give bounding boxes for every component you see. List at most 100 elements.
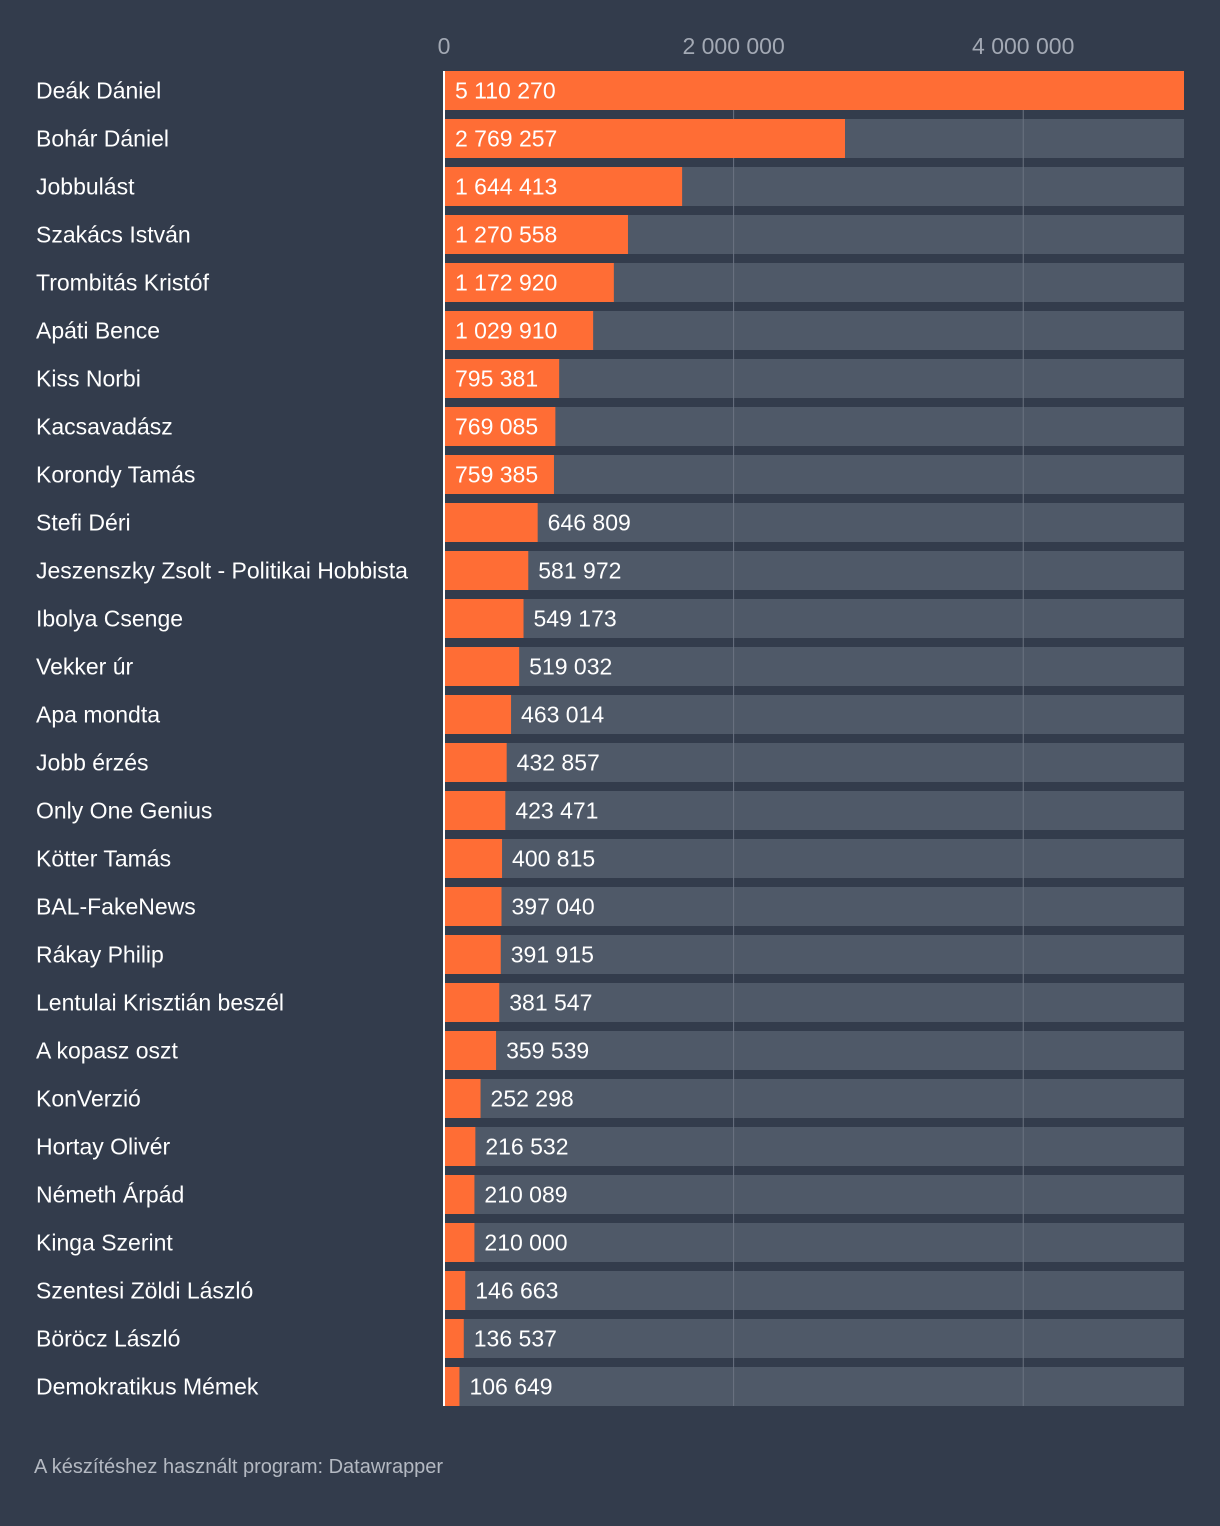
bar bbox=[444, 1127, 476, 1166]
value-label: 432 857 bbox=[517, 750, 600, 776]
bar bbox=[444, 1271, 466, 1310]
value-label: 1 270 558 bbox=[455, 222, 557, 248]
footer-credit: A készítéshez használt program: Datawrap… bbox=[34, 1456, 444, 1478]
bar bbox=[444, 407, 556, 446]
value-label: 397 040 bbox=[511, 894, 594, 920]
bar bbox=[444, 695, 512, 734]
bar-track bbox=[444, 1031, 1184, 1070]
value-label: 252 298 bbox=[491, 1086, 574, 1112]
value-label: 5 110 270 bbox=[455, 78, 556, 104]
category-label: Jobbulást bbox=[36, 174, 135, 200]
bar bbox=[444, 839, 503, 878]
bar-track bbox=[444, 647, 1184, 686]
value-label: 106 649 bbox=[469, 1374, 552, 1400]
bar bbox=[444, 743, 507, 782]
bar-track bbox=[444, 887, 1184, 926]
category-label: Apa mondta bbox=[36, 702, 160, 728]
category-label: Kacsavadász bbox=[36, 414, 173, 440]
value-label: 400 815 bbox=[512, 846, 595, 872]
bar bbox=[444, 311, 594, 350]
bar-track bbox=[444, 839, 1184, 878]
bar-track bbox=[444, 1319, 1184, 1358]
bar-track bbox=[444, 1223, 1184, 1262]
bar bbox=[444, 455, 554, 494]
bar bbox=[444, 983, 500, 1022]
category-label: Szakács István bbox=[36, 222, 191, 248]
bar bbox=[444, 1175, 475, 1214]
bar bbox=[444, 167, 683, 206]
category-label: Kiss Norbi bbox=[36, 366, 141, 392]
category-label: Kötter Tamás bbox=[36, 846, 171, 872]
bar-track bbox=[444, 1367, 1184, 1406]
category-label: Jeszenszky Zsolt - Politikai Hobbista bbox=[36, 558, 408, 584]
value-label: 391 915 bbox=[511, 942, 594, 968]
value-label: 423 471 bbox=[515, 798, 598, 824]
category-label: Kinga Szerint bbox=[36, 1230, 173, 1256]
bar-track bbox=[444, 1175, 1184, 1214]
bar bbox=[444, 1079, 481, 1118]
category-label: Stefi Déri bbox=[36, 510, 131, 536]
bar-track bbox=[444, 599, 1184, 638]
bar bbox=[444, 215, 628, 254]
category-label: Ibolya Csenge bbox=[36, 606, 183, 632]
bar bbox=[444, 503, 538, 542]
value-label: 1 172 920 bbox=[455, 270, 557, 296]
bar-track bbox=[444, 503, 1184, 542]
bar bbox=[444, 599, 524, 638]
bar-track bbox=[444, 359, 1184, 398]
category-label: Vekker úr bbox=[36, 654, 133, 680]
value-label: 795 381 bbox=[455, 366, 538, 392]
category-label: A kopasz oszt bbox=[36, 1038, 179, 1064]
bar bbox=[444, 263, 614, 302]
bar-track bbox=[444, 407, 1184, 446]
category-label: KonVerzió bbox=[36, 1086, 141, 1112]
bar bbox=[444, 935, 501, 974]
value-label: 581 972 bbox=[538, 558, 621, 584]
value-label: 216 532 bbox=[485, 1134, 568, 1160]
value-label: 463 014 bbox=[521, 702, 604, 728]
bar bbox=[444, 119, 846, 158]
bar-track bbox=[444, 791, 1184, 830]
bar-track bbox=[444, 1079, 1184, 1118]
category-label: Deák Dániel bbox=[36, 78, 161, 104]
value-label: 210 000 bbox=[484, 1230, 567, 1256]
bar-track bbox=[444, 455, 1184, 494]
value-label: 146 663 bbox=[475, 1278, 558, 1304]
category-label: Böröcz László bbox=[36, 1326, 180, 1352]
bar-track bbox=[444, 935, 1184, 974]
category-label: Jobb érzés bbox=[36, 750, 149, 776]
value-label: 1 644 413 bbox=[455, 174, 557, 200]
value-label: 1 029 910 bbox=[455, 318, 557, 344]
value-label: 359 539 bbox=[506, 1038, 589, 1064]
bar bbox=[444, 551, 529, 590]
category-label: Rákay Philip bbox=[36, 942, 164, 968]
category-label: Demokratikus Mémek bbox=[36, 1374, 259, 1400]
value-label: 759 385 bbox=[455, 462, 538, 488]
value-label: 519 032 bbox=[529, 654, 612, 680]
category-label: BAL-FakeNews bbox=[36, 894, 196, 920]
bar bbox=[444, 1223, 475, 1262]
category-label: Lentulai Krisztián beszél bbox=[36, 990, 284, 1016]
value-label: 210 089 bbox=[484, 1182, 567, 1208]
value-label: 136 537 bbox=[474, 1326, 557, 1352]
bar-chart: 0 2 000 000 4 000 000 Deák Dániel 5 110 270 B… bbox=[36, 33, 1184, 1406]
bar-track bbox=[444, 743, 1184, 782]
bar-track bbox=[444, 983, 1184, 1022]
bar bbox=[444, 359, 560, 398]
bar-track bbox=[444, 1127, 1184, 1166]
bar bbox=[444, 647, 520, 686]
category-label: Only One Genius bbox=[36, 798, 212, 824]
value-label: 549 173 bbox=[534, 606, 617, 632]
category-label: Trombitás Kristóf bbox=[36, 270, 210, 296]
category-label: Németh Árpád bbox=[36, 1182, 184, 1208]
bar bbox=[444, 791, 506, 830]
bar bbox=[444, 71, 1184, 110]
x-tick-label: 0 bbox=[438, 33, 451, 59]
value-label: 646 809 bbox=[548, 510, 631, 536]
value-label: 769 085 bbox=[455, 414, 538, 440]
x-tick-label: 4 000 000 bbox=[972, 33, 1074, 59]
category-label: Hortay Olivér bbox=[36, 1134, 171, 1160]
bar bbox=[444, 1367, 460, 1406]
bar bbox=[444, 1319, 464, 1358]
bar-track bbox=[444, 551, 1184, 590]
